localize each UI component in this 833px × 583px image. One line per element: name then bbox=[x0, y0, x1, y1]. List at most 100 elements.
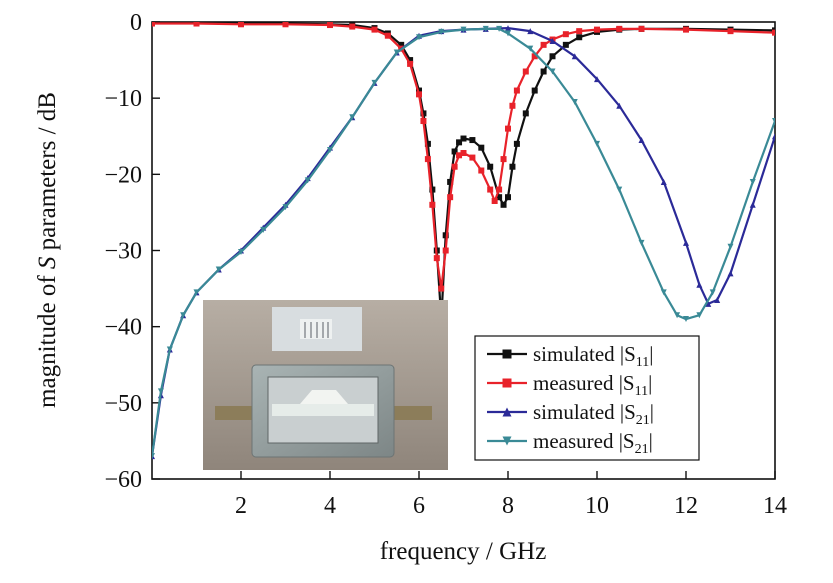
x-axis-label: frequency / GHz bbox=[380, 538, 547, 565]
data-point bbox=[416, 91, 422, 98]
data-point bbox=[714, 297, 721, 304]
legend-label: simulated |S11| bbox=[533, 342, 654, 370]
y-axis-label: magnitude of S parameters / dB bbox=[34, 92, 61, 408]
data-point bbox=[152, 22, 155, 27]
legend: simulated |S11|measured |S11|simulated |… bbox=[474, 335, 700, 461]
legend-label: simulated |S21| bbox=[533, 400, 654, 428]
data-point bbox=[505, 194, 511, 201]
legend-marker bbox=[502, 349, 512, 359]
data-point bbox=[505, 125, 511, 132]
y-tick-label: −50 bbox=[104, 391, 142, 417]
series-4 bbox=[152, 25, 775, 460]
data-point bbox=[772, 29, 775, 36]
data-point bbox=[469, 137, 476, 144]
data-point bbox=[549, 38, 556, 45]
data-point bbox=[505, 25, 511, 32]
y-axis-label-part-2: S bbox=[34, 256, 61, 269]
legend-marker bbox=[502, 436, 512, 446]
data-point bbox=[616, 102, 623, 109]
data-point bbox=[522, 110, 529, 117]
x-axis-ticks: 2 4 6 8 10 12 14 bbox=[235, 471, 787, 519]
data-point bbox=[727, 243, 734, 250]
y-tick-label: −20 bbox=[104, 162, 142, 188]
data-point bbox=[487, 163, 494, 170]
data-point bbox=[705, 300, 712, 307]
data-point bbox=[420, 110, 427, 117]
data-point bbox=[447, 178, 454, 185]
data-point bbox=[562, 41, 569, 48]
x-tick-label: 14 bbox=[763, 493, 787, 519]
data-point bbox=[447, 194, 454, 201]
data-point bbox=[522, 68, 529, 75]
series-1 bbox=[152, 22, 775, 323]
legend-label-suffix: | bbox=[649, 429, 653, 453]
data-point bbox=[638, 25, 645, 32]
filter-photo bbox=[203, 300, 448, 470]
data-point bbox=[571, 98, 578, 105]
x-tick-label: 10 bbox=[585, 493, 609, 519]
y-tick-label: −60 bbox=[104, 467, 142, 493]
data-point bbox=[327, 146, 333, 153]
legend-label: measured |S11| bbox=[533, 371, 652, 399]
data-point bbox=[683, 26, 689, 33]
data-point bbox=[442, 232, 449, 239]
data-point bbox=[460, 26, 467, 33]
data-point bbox=[727, 270, 734, 277]
data-point bbox=[571, 53, 578, 60]
data-point bbox=[429, 186, 436, 193]
data-point bbox=[513, 87, 520, 94]
legend-label-subscript: 11 bbox=[636, 355, 649, 370]
x-tick-label: 6 bbox=[413, 493, 425, 519]
data-point bbox=[152, 453, 155, 460]
y-axis-ticks: 0 −10 −20 −30 −40 −50 −60 bbox=[104, 10, 160, 493]
data-point bbox=[527, 28, 534, 35]
legend-box bbox=[474, 335, 700, 461]
data-point bbox=[674, 312, 681, 319]
data-point bbox=[238, 249, 244, 256]
legend-label-subscript: 21 bbox=[635, 442, 649, 457]
legend-label-prefix: measured |S bbox=[533, 429, 635, 453]
data-point bbox=[505, 30, 511, 37]
data-point bbox=[540, 68, 547, 75]
data-point bbox=[531, 87, 538, 94]
data-point bbox=[451, 163, 458, 170]
data-point bbox=[433, 255, 440, 262]
data-point bbox=[576, 34, 583, 41]
legend-entry: simulated |S11| bbox=[487, 342, 654, 370]
data-point bbox=[304, 177, 311, 184]
x-tick-label: 12 bbox=[674, 493, 698, 519]
data-point bbox=[683, 239, 689, 246]
data-point bbox=[660, 289, 667, 296]
data-point bbox=[594, 140, 600, 147]
data-point bbox=[157, 388, 164, 395]
data-point bbox=[349, 114, 356, 121]
legend-entry: measured |S21| bbox=[487, 429, 653, 457]
data-point bbox=[496, 194, 503, 201]
legend-label-subscript: 21 bbox=[636, 413, 650, 428]
data-point bbox=[683, 316, 689, 323]
data-point bbox=[429, 201, 436, 208]
data-point bbox=[371, 26, 378, 33]
data-point bbox=[509, 163, 516, 170]
data-point bbox=[727, 28, 734, 35]
data-point bbox=[327, 22, 333, 29]
data-point bbox=[496, 186, 503, 193]
data-point bbox=[509, 102, 516, 109]
data-point bbox=[696, 281, 703, 288]
data-point bbox=[772, 133, 775, 140]
data-point bbox=[349, 23, 356, 30]
y-axis-label-part-3: parameters / dB bbox=[34, 92, 61, 257]
data-point bbox=[562, 31, 569, 38]
y-tick-label: −40 bbox=[104, 315, 142, 341]
y-tick-label: −10 bbox=[104, 86, 142, 112]
data-point bbox=[166, 346, 173, 353]
series-line bbox=[152, 22, 775, 321]
data-point bbox=[438, 285, 445, 292]
data-point bbox=[709, 289, 716, 296]
data-point bbox=[180, 312, 187, 319]
data-point bbox=[282, 204, 289, 211]
data-point bbox=[487, 186, 494, 193]
legend-entry: measured |S11| bbox=[487, 371, 652, 399]
data-point bbox=[513, 140, 520, 147]
